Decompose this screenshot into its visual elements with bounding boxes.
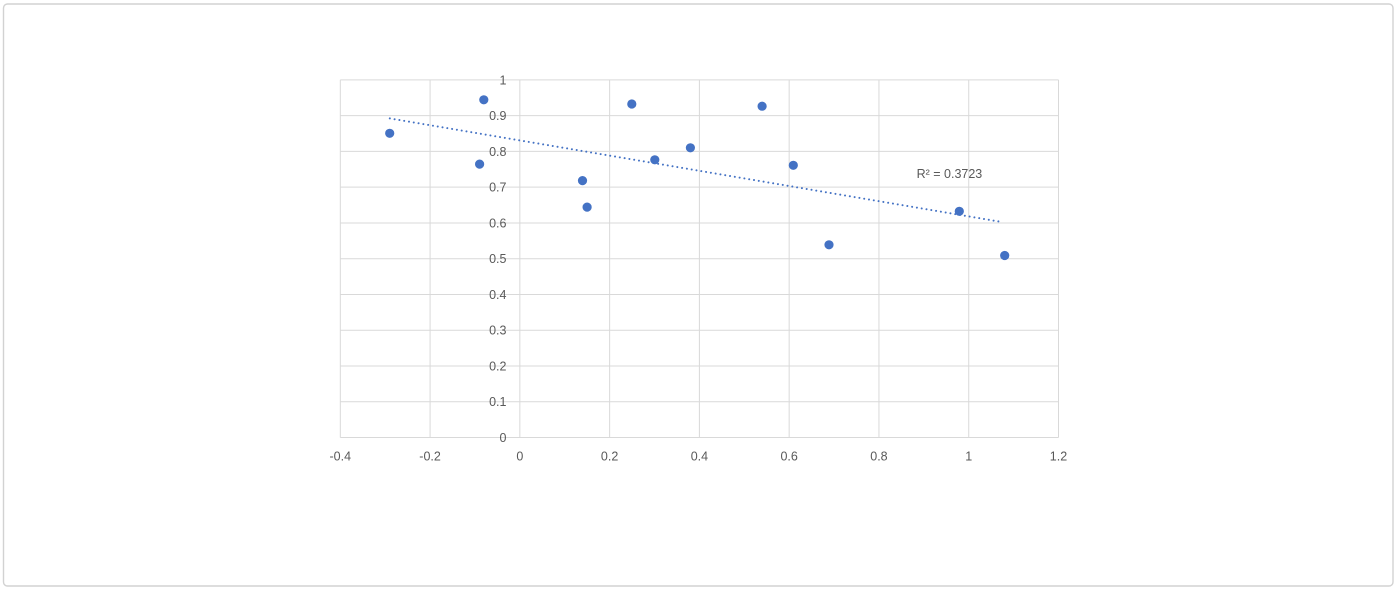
svg-text:0.2: 0.2: [489, 359, 506, 373]
svg-text:0.3: 0.3: [489, 324, 506, 338]
svg-text:0.8: 0.8: [870, 450, 887, 464]
svg-text:0.5: 0.5: [489, 252, 506, 266]
svg-text:0.2: 0.2: [601, 450, 618, 464]
svg-text:-0.2: -0.2: [419, 450, 441, 464]
svg-text:0: 0: [500, 431, 507, 445]
svg-text:0.1: 0.1: [489, 395, 506, 409]
svg-text:-0.4: -0.4: [330, 450, 352, 464]
svg-text:0.8: 0.8: [489, 145, 506, 159]
svg-text:0.9: 0.9: [489, 109, 506, 123]
svg-text:0.6: 0.6: [780, 450, 797, 464]
svg-text:0.4: 0.4: [489, 288, 506, 302]
svg-text:1: 1: [965, 450, 972, 464]
svg-text:0.4: 0.4: [691, 450, 708, 464]
svg-text:R² = 0.3723: R² = 0.3723: [917, 167, 983, 181]
svg-text:1: 1: [500, 73, 507, 87]
svg-text:0.6: 0.6: [489, 216, 506, 230]
svg-text:0: 0: [516, 450, 523, 464]
svg-text:0.7: 0.7: [489, 181, 506, 195]
svg-text:1.2: 1.2: [1050, 450, 1067, 464]
